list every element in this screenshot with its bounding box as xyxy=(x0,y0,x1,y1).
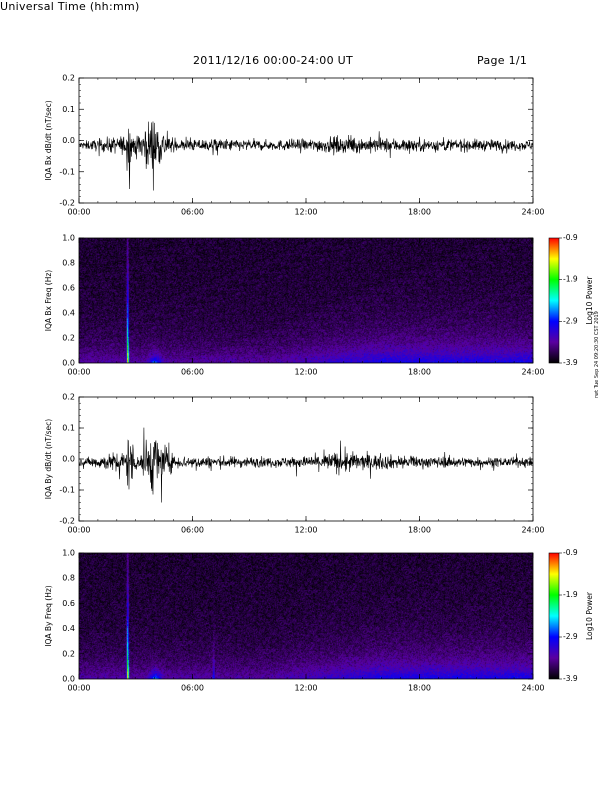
y-axis-label-3: IQA By Freq (Hz) xyxy=(44,585,53,647)
y-tick-label-2: -0.1 xyxy=(59,486,75,495)
x-tick-label-0: 18:00 xyxy=(408,208,431,217)
plot-frame-1 xyxy=(78,237,534,364)
x-tick-label-2: 00:00 xyxy=(67,526,90,535)
y-tick-label-0: -0.1 xyxy=(59,167,75,176)
plot-frame-0 xyxy=(78,77,534,204)
y-tick-label-2: -0.2 xyxy=(59,517,75,526)
y-tick-label-1: 0.4 xyxy=(62,309,75,318)
colorbar-3 xyxy=(548,552,560,680)
x-tick-label-3: 00:00 xyxy=(67,684,90,693)
timestamp-stamp: rwt Tue Sep 24 09:20:30 CST 2019 xyxy=(594,311,600,398)
x-tick-label-2: 06:00 xyxy=(181,526,204,535)
x-tick-label-3: 12:00 xyxy=(294,684,317,693)
y-tick-label-1: 0.8 xyxy=(62,259,75,268)
y-axis-label-2: IQA By dB/dt (nT/sec) xyxy=(44,419,53,500)
x-tick-label-2: 24:00 xyxy=(521,526,544,535)
y-tick-label-3: 0.0 xyxy=(62,675,75,684)
y-tick-label-0: 0.2 xyxy=(62,74,75,83)
y-tick-label-0: 0.0 xyxy=(62,136,75,145)
colorbar-tick-label-3: -3.9 xyxy=(563,674,578,683)
colorbar-tick-label-1: -2.9 xyxy=(563,316,578,325)
colorbar-label-1: Log10 Power xyxy=(585,276,594,325)
y-tick-label-1: 0.0 xyxy=(62,359,75,368)
x-tick-label-0: 06:00 xyxy=(181,208,204,217)
series-line-2 xyxy=(79,427,533,503)
y-tick-label-1: 1.0 xyxy=(62,234,75,243)
colorbar-tick-label-3: -1.9 xyxy=(563,590,578,599)
by-spectrogram-image xyxy=(79,553,533,679)
x-tick-label-3: 18:00 xyxy=(408,684,431,693)
x-tick-label-1: 00:00 xyxy=(67,368,90,377)
x-tick-label-1: 06:00 xyxy=(181,368,204,377)
x-tick-label-1: 12:00 xyxy=(294,368,317,377)
y-tick-label-2: 0.0 xyxy=(62,455,75,464)
colorbar-tick-label-3: -2.9 xyxy=(563,632,578,641)
x-tick-label-0: 00:00 xyxy=(67,208,90,217)
page-number: Page 1/1 xyxy=(477,54,528,67)
y-tick-label-3: 0.4 xyxy=(62,624,75,633)
y-tick-label-3: 0.2 xyxy=(62,649,75,658)
y-tick-label-3: 0.8 xyxy=(62,574,75,583)
y-tick-label-1: 0.2 xyxy=(62,334,75,343)
series-line-0 xyxy=(79,121,533,191)
x-tick-label-2: 18:00 xyxy=(408,526,431,535)
y-tick-label-0: -0.2 xyxy=(59,199,75,208)
y-tick-label-3: 0.6 xyxy=(62,599,75,608)
x-tick-label-0: 24:00 xyxy=(521,208,544,217)
y-axis-label-0: IQA Bx dB/dt (nT/sec) xyxy=(44,100,53,181)
x-tick-label-1: 24:00 xyxy=(521,368,544,377)
y-tick-label-1: 0.6 xyxy=(62,284,75,293)
x-tick-label-2: 12:00 xyxy=(294,526,317,535)
y-axis-label-1: IQA Bx Freq (Hz) xyxy=(44,270,53,332)
colorbar-1 xyxy=(548,237,560,364)
x-tick-label-0: 12:00 xyxy=(294,208,317,217)
page-title: 2011/12/16 00:00-24:00 UT xyxy=(193,54,354,67)
x-tick-label-3: 24:00 xyxy=(521,684,544,693)
y-tick-label-3: 1.0 xyxy=(62,549,75,558)
colorbar-tick-label-1: -1.9 xyxy=(563,275,578,284)
y-tick-label-2: 0.2 xyxy=(62,393,75,402)
colorbar-tick-label-1: -3.9 xyxy=(563,358,578,367)
y-tick-label-2: 0.1 xyxy=(62,424,75,433)
colorbar-label-3: Log10 Power xyxy=(585,591,594,640)
colorbar-tick-label-1: -0.9 xyxy=(563,233,578,242)
y-tick-label-0: 0.1 xyxy=(62,105,75,114)
plot-frame-3 xyxy=(78,552,534,680)
x-tick-label-3: 06:00 xyxy=(181,684,204,693)
x-tick-label-1: 18:00 xyxy=(408,368,431,377)
x-axis-label: Universal Time (hh:mm) xyxy=(0,0,140,13)
colorbar-tick-label-3: -0.9 xyxy=(563,548,578,557)
bx-spectrogram-image xyxy=(79,238,533,363)
